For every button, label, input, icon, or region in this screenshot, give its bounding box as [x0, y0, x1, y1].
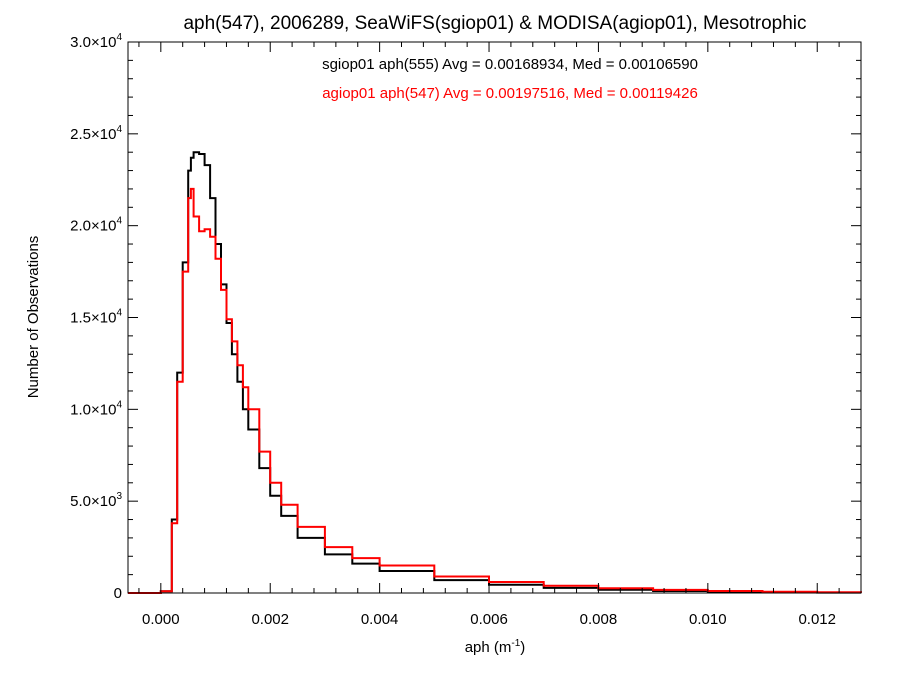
y-tick-label: 1.0×104 [70, 399, 122, 418]
x-tick-label: 0.010 [689, 611, 727, 628]
y-axis-label: Number of Observations [25, 236, 42, 399]
x-tick-label: 0.000 [142, 611, 180, 628]
x-tick-label: 0.002 [251, 611, 289, 628]
y-axis: 0 5.0×103 1.0×104 1.5×104 2.0×104 2.5×104 3.0×… [70, 32, 861, 602]
series-line-1 [128, 187, 862, 594]
x-axis: 0.000 0.002 0.004 0.006 0.008 0.010 0.012 [138, 42, 862, 628]
y-tick-label: 3.0×104 [70, 32, 122, 51]
legend-entry-sgiop01: sgiop01 aph(555) Avg = 0.00168934, Med =… [322, 56, 698, 73]
y-tick-label: 2.0×104 [70, 216, 122, 235]
x-tick-label: 0.008 [580, 611, 618, 628]
series-layer [128, 151, 862, 594]
x-tick-label: 0.012 [798, 611, 836, 628]
x-axis-label: aph (m-1) [465, 638, 526, 656]
plot-frame [127, 41, 862, 594]
x-tick-label: 0.006 [470, 611, 508, 628]
y-tick-label: 2.5×104 [70, 124, 122, 143]
legend-entry-agiop01: agiop01 aph(547) Avg = 0.00197516, Med =… [322, 85, 698, 102]
series-line-0 [128, 151, 862, 594]
x-tick-label: 0.004 [361, 611, 399, 628]
y-tick-label: 0 [114, 585, 122, 602]
y-tick-label: 5.0×103 [70, 491, 122, 510]
chart-title: aph(547), 2006289, SeaWiFS(sgiop01) & MO… [183, 13, 806, 34]
legend: sgiop01 aph(555) Avg = 0.00168934, Med =… [322, 56, 698, 102]
y-tick-label: 1.5×104 [70, 308, 122, 327]
